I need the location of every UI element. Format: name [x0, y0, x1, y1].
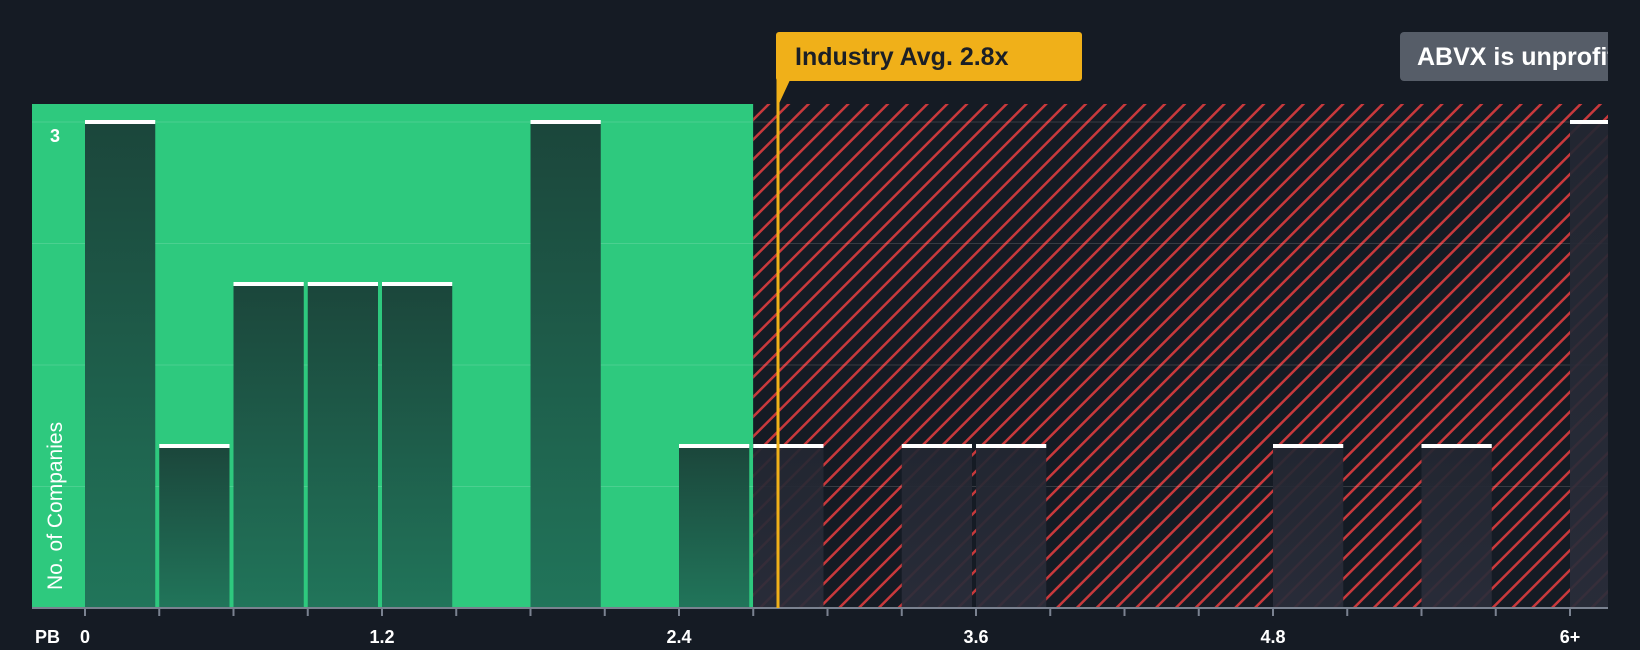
histogram-bar	[1273, 446, 1344, 608]
histogram-bar	[679, 446, 750, 608]
industry-avg-badge	[776, 32, 1082, 81]
x-tick-label: 2.4	[666, 627, 691, 647]
histogram-bar-cap	[1273, 444, 1344, 448]
histogram-bar-cap	[85, 120, 156, 124]
y-axis-label: No. of Companies	[44, 422, 67, 590]
histogram-bar-cap	[1570, 120, 1608, 124]
histogram-bar	[753, 446, 824, 608]
histogram-bar	[85, 122, 156, 608]
histogram-bar	[159, 446, 230, 608]
histogram-bar-cap	[976, 444, 1047, 448]
histogram-bar-cap	[382, 282, 453, 286]
x-axis-label: PB	[35, 627, 60, 647]
company-badge-box	[1400, 32, 1608, 81]
histogram-bar-cap	[753, 444, 824, 448]
x-tick-label: 0	[80, 627, 90, 647]
histogram-bar	[976, 446, 1047, 608]
histogram-bar-cap	[530, 120, 601, 124]
histogram-bar-cap	[233, 282, 304, 286]
industry-avg-label: Industry Avg. 2.8x	[795, 43, 1009, 71]
x-tick-label: 3.6	[963, 627, 988, 647]
y-tick-label: 3	[50, 126, 60, 146]
histogram-bar-cap	[901, 444, 972, 448]
x-tick-label: 1.2	[369, 627, 394, 647]
histogram-bar-cap	[679, 444, 750, 448]
company-badge: ABVX is unprofitable	[1400, 32, 1640, 81]
histogram-bar	[1570, 122, 1608, 608]
x-tick-label: 4.8	[1260, 627, 1285, 647]
histogram-bar	[1421, 446, 1492, 608]
histogram-bar	[382, 284, 453, 608]
histogram-bar	[307, 284, 378, 608]
company-badge-label: ABVX is unprofitable	[1417, 43, 1640, 71]
histogram-bar	[901, 446, 972, 608]
histogram-bar-cap	[1421, 444, 1492, 448]
histogram-bar	[530, 122, 601, 608]
histogram-bar-cap	[159, 444, 230, 448]
histogram-bar-cap	[307, 282, 378, 286]
industry-avg-pointer	[777, 80, 790, 108]
histogram-bar	[233, 284, 304, 608]
x-tick-label: 6+	[1560, 627, 1581, 647]
